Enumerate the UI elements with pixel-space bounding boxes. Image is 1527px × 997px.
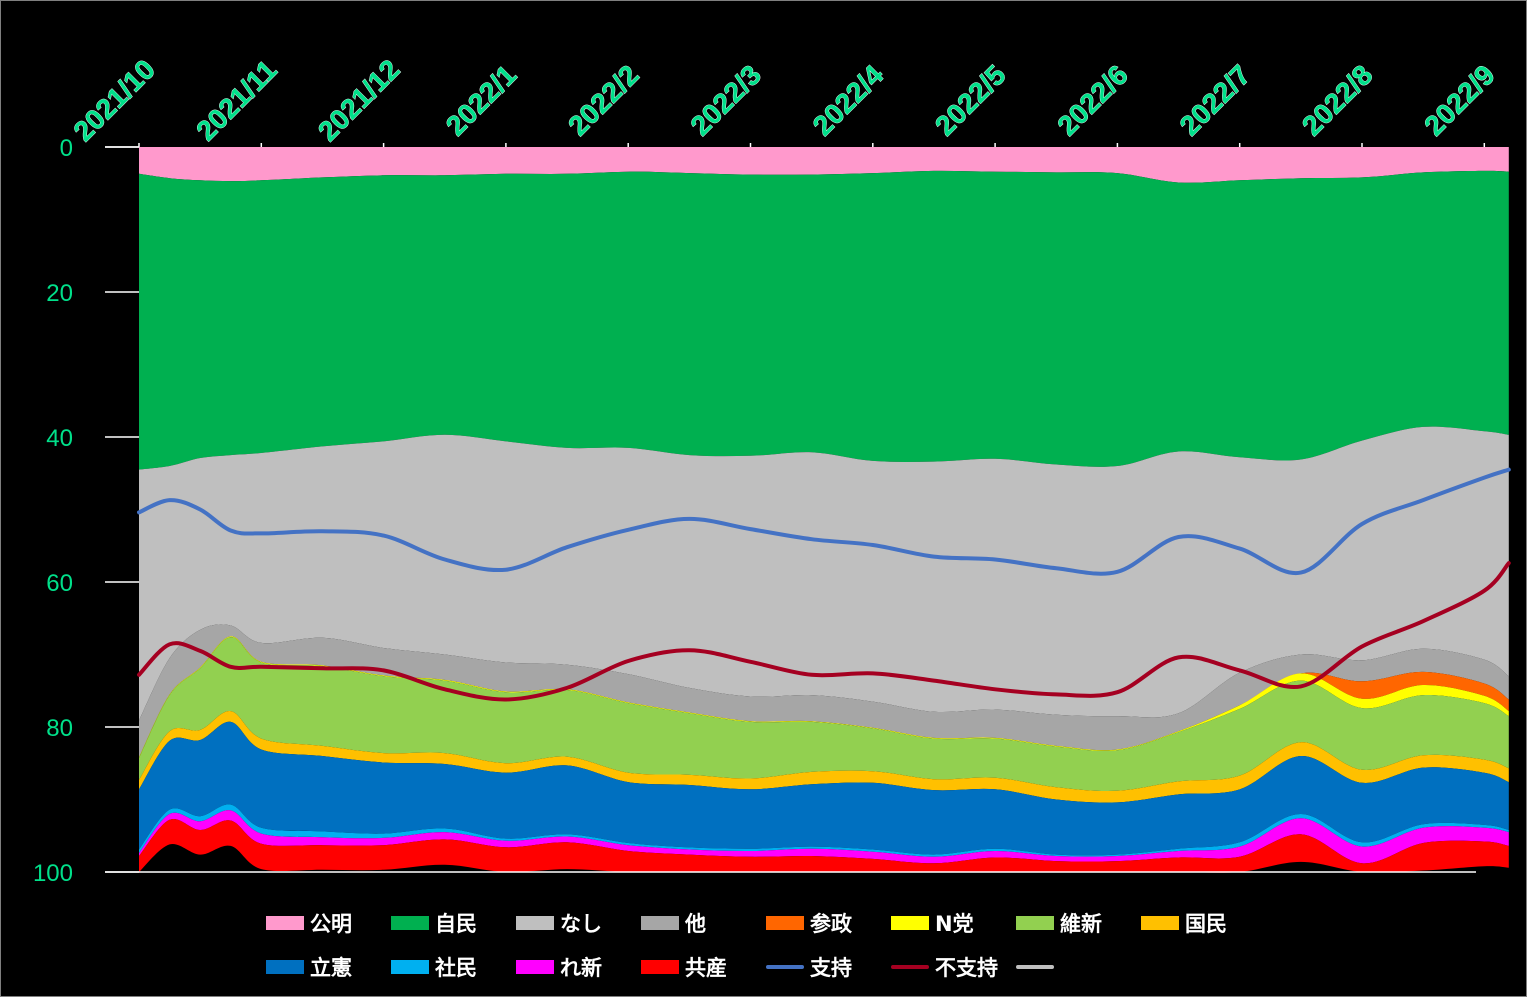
area-れ新: [139, 810, 1509, 864]
legend-line-swatch: [1016, 965, 1054, 969]
x-tick-label: 2021/11: [190, 54, 282, 146]
x-tick-labels: 2021/10 2021/11 2021/12 2022/1 2022/2 2022/3 2…: [67, 53, 1501, 147]
legend-item: 公明: [266, 908, 391, 938]
y-tick-labels: 0 20 40 60 80 100: [33, 135, 73, 887]
legend-color-swatch: [266, 960, 304, 974]
area-公明: [139, 147, 1509, 183]
legend-line-swatch: [766, 965, 804, 969]
legend-label: 自民: [435, 912, 477, 936]
legend-color-swatch: [891, 916, 929, 930]
legend-row: 立憲 社民 れ新 共産 支持 不支持: [266, 945, 1286, 989]
legend-color-swatch: [641, 960, 679, 974]
legend-label: 支持: [810, 956, 852, 980]
legend-color-swatch: [641, 916, 679, 930]
legend-item: 維新: [1016, 908, 1141, 938]
legend-color-swatch: [266, 916, 304, 930]
legend-color-swatch: [1141, 916, 1179, 930]
area-他: [139, 624, 1509, 758]
legend-item: 国民: [1141, 908, 1266, 938]
line-不支持: [137, 561, 1511, 702]
x-tick-label: 2022/2: [562, 59, 644, 141]
legend-item: N党: [891, 908, 1016, 938]
line-layer: [137, 467, 1511, 702]
legend-color-swatch: [516, 916, 554, 930]
legend-label: 社民: [435, 956, 477, 980]
y-tick-label: 0: [60, 135, 73, 162]
x-tick-label: 2021/12: [312, 54, 405, 147]
legend-color-swatch: [391, 960, 429, 974]
area-立憲: [139, 721, 1509, 856]
y-tick-label: 60: [46, 570, 73, 597]
legend-label: 参政: [810, 912, 852, 936]
legend-line-swatch: [891, 965, 929, 969]
x-tick-label: 2022/5: [929, 59, 1011, 141]
legend: 公明 自民 なし 他 参政 N党 維新 国民立憲 社民 れ新 共産 支持 不支持: [266, 901, 1286, 989]
legend-color-swatch: [1016, 916, 1054, 930]
area-国民: [139, 711, 1509, 803]
legend-item: 社民: [391, 952, 516, 982]
x-tick-label: 2022/1: [440, 59, 522, 141]
legend-item: 参政: [766, 908, 891, 938]
area-なし: [139, 426, 1509, 721]
y-tick-label: 40: [46, 425, 73, 452]
y-tick-label: 20: [46, 280, 73, 307]
legend-label: 立憲: [310, 956, 352, 980]
legend-label: なし: [560, 912, 602, 936]
legend-label: 公明: [310, 912, 352, 936]
area-共産: [139, 818, 1509, 873]
legend-label: 不支持: [935, 956, 998, 980]
legend-label: れ新: [560, 956, 602, 980]
x-tick-label: 2022/9: [1418, 59, 1500, 141]
legend-item: [1016, 965, 1141, 969]
legend-item: 支持: [766, 952, 891, 982]
legend-item: 立憲: [266, 952, 391, 982]
x-tick-label: 2021/10: [68, 54, 161, 147]
x-tick-label: 2022/6: [1051, 59, 1133, 141]
legend-label: 他: [685, 912, 706, 936]
legend-item: なし: [516, 908, 641, 938]
legend-label: 共産: [685, 956, 727, 980]
axis-layer: [105, 143, 1486, 873]
x-tick-label: 2022/4: [807, 59, 890, 142]
legend-item: 他: [641, 908, 766, 938]
legend-item: 共産: [641, 952, 766, 982]
area-自民: [139, 170, 1509, 470]
legend-label: N党: [935, 912, 974, 936]
area-layer: [139, 147, 1509, 873]
legend-row: 公明 自民 なし 他 参政 N党 維新 国民: [266, 901, 1286, 945]
legend-item: れ新: [516, 952, 641, 982]
x-tick-label: 2022/3: [685, 59, 767, 141]
x-tick-label: 2022/8: [1296, 59, 1378, 141]
legend-color-swatch: [391, 916, 429, 930]
x-tick-label: 2022/7: [1174, 59, 1256, 141]
legend-label: 維新: [1060, 912, 1102, 936]
legend-item: 自民: [391, 908, 516, 938]
legend-color-swatch: [516, 960, 554, 974]
legend-color-swatch: [766, 916, 804, 930]
y-tick-label: 100: [33, 860, 73, 887]
area-維新: [139, 637, 1509, 792]
legend-label: 国民: [1185, 912, 1227, 936]
legend-item: 不支持: [891, 952, 1016, 982]
line-支持: [137, 467, 1511, 576]
y-tick-label: 80: [46, 715, 73, 742]
